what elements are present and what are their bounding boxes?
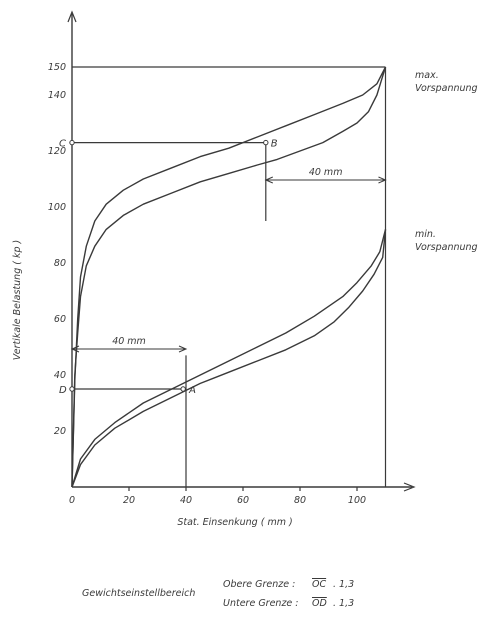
y-tick-label: 40 (54, 370, 66, 381)
y-tick-label: 60 (54, 314, 66, 325)
min-label-line1: min. (415, 229, 436, 240)
x-tick-label: 80 (294, 495, 306, 506)
footer-lower-label: Untere Grenze : (223, 598, 299, 609)
max-loop-branch-1 (71, 66, 387, 488)
dimension-upper-label: 40 mm (309, 167, 343, 178)
x-tick-label: 20 (123, 495, 135, 506)
x-axis-arrow (403, 482, 416, 492)
point-c-marker (69, 139, 75, 146)
x-tick-label: 40 (180, 495, 192, 506)
dimension-upper-arrow-right (378, 176, 387, 184)
y-axis-arrow (67, 10, 77, 23)
x-tick-label: 0 (69, 495, 75, 506)
y-tick-label: 20 (54, 426, 66, 437)
x-tick-label: 60 (237, 495, 249, 506)
footer-upper-ratio: OC (312, 579, 326, 590)
x-axis-title: Stat. Einsenkung ( mm ) (177, 517, 292, 528)
y-tick-label: 120 (48, 146, 66, 157)
point-d-marker (69, 386, 75, 392)
y-axis-title: Vertikale Belastung ( kp ) (12, 240, 23, 360)
y-tick-label: 150 (48, 62, 66, 73)
point-a-label: A (188, 385, 196, 396)
dimension-upper-arrow-left (264, 176, 273, 184)
x-tick-label: 100 (348, 495, 366, 506)
footer-lower-ratio-text: OD (312, 598, 327, 609)
max-loop-branch-2 (71, 66, 387, 488)
point-d-label: D (59, 385, 67, 396)
y-tick-label: 100 (48, 202, 66, 213)
footer-lower-ratio: OD (312, 598, 327, 609)
footer-upper-label: Obere Grenze : (223, 579, 296, 590)
dimension-lower-arrow-right (178, 345, 188, 353)
max-label-line2: Vorspannung (415, 83, 478, 94)
point-c-label: C (59, 139, 66, 150)
footer-lower-value: . 1,3 (333, 598, 355, 609)
min-label-line2: Vorspannung (415, 242, 478, 253)
dimension-lower-label: 40 mm (112, 336, 146, 347)
min-loop-branch-2 (71, 229, 387, 488)
y-tick-label: 140 (48, 90, 66, 101)
y-tick-label: 80 (54, 258, 66, 269)
footer-label: Gewichtseinstellbereich (82, 588, 196, 599)
max-label-line1: max. (415, 70, 439, 81)
point-a-marker (180, 386, 186, 392)
dimension-lower-arrow-left (70, 345, 80, 353)
footer-upper-value: . 1,3 (333, 579, 355, 590)
min-loop-branch-1 (71, 229, 387, 488)
footer-upper-ratio-text: OC (312, 579, 327, 590)
point-b-marker (263, 139, 269, 146)
point-b-label: B (271, 139, 278, 150)
